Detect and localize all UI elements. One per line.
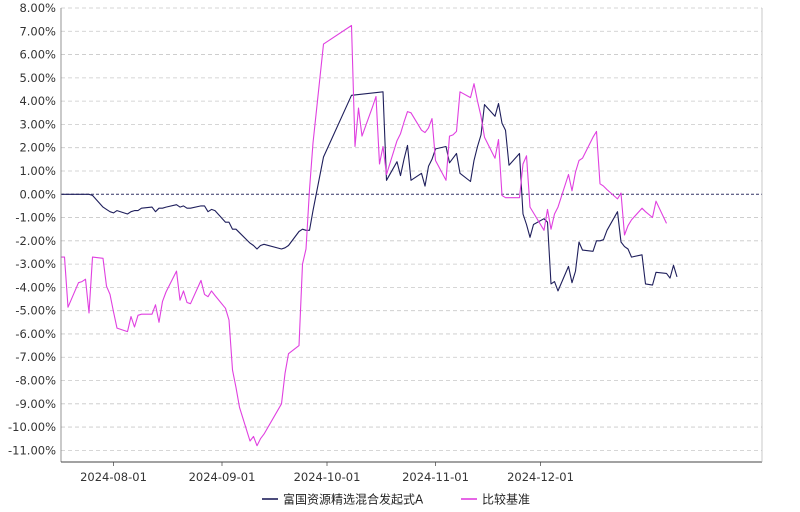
- y-tick-label: 0.00%: [19, 187, 56, 201]
- series-line-fund: [61, 91, 678, 292]
- y-tick-label: 4.00%: [19, 94, 56, 108]
- x-axis-tick-labels: 2024-08-01 2024-09-01 2024-10-01 2024-11-01…: [80, 462, 574, 484]
- legend-label-fund: 富国资源精选混合发起式A: [283, 492, 424, 507]
- y-tick-label: 8.00%: [19, 1, 56, 15]
- y-tick-label: -4.00%: [15, 280, 56, 294]
- y-tick-label: -11.00%: [8, 443, 56, 457]
- x-tick-label: 2024-09-01: [189, 470, 256, 484]
- y-tick-label: -6.00%: [15, 327, 56, 341]
- y-tick-label: -3.00%: [15, 257, 56, 271]
- series-lines: [61, 24, 678, 447]
- legend-label-benchmark: 比较基准: [482, 492, 530, 507]
- x-tick-label: 2024-08-01: [80, 470, 147, 484]
- y-tick-label: 7.00%: [19, 24, 56, 38]
- legend: 富国资源精选混合发起式A 比较基准: [262, 492, 530, 507]
- y-tick-label: -2.00%: [15, 234, 56, 248]
- y-tick-label: 3.00%: [19, 117, 56, 131]
- y-tick-label: -8.00%: [15, 374, 56, 388]
- y-tick-label: -9.00%: [15, 397, 56, 411]
- grid-lines: [61, 7, 762, 451]
- y-tick-label: 2.00%: [19, 141, 56, 155]
- plot-frame: [60, 8, 763, 463]
- y-tick-label: -7.00%: [15, 350, 56, 364]
- y-tick-label: -1.00%: [15, 211, 56, 225]
- y-tick-label: -5.00%: [15, 304, 56, 318]
- y-tick-label: -10.00%: [8, 420, 56, 434]
- x-tick-label: 2024-12-01: [507, 470, 574, 484]
- y-tick-label: 6.00%: [19, 48, 56, 62]
- y-tick-label: 1.00%: [19, 164, 56, 178]
- x-tick-label: 2024-10-01: [294, 470, 361, 484]
- x-tick-label: 2024-11-01: [402, 470, 469, 484]
- series-line-benchmark: [61, 24, 667, 447]
- y-axis-tick-labels: 8.00% 7.00% 6.00% 5.00% 4.00% 3.00% 2.00% 1.00%…: [8, 1, 56, 457]
- y-tick-label: 5.00%: [19, 71, 56, 85]
